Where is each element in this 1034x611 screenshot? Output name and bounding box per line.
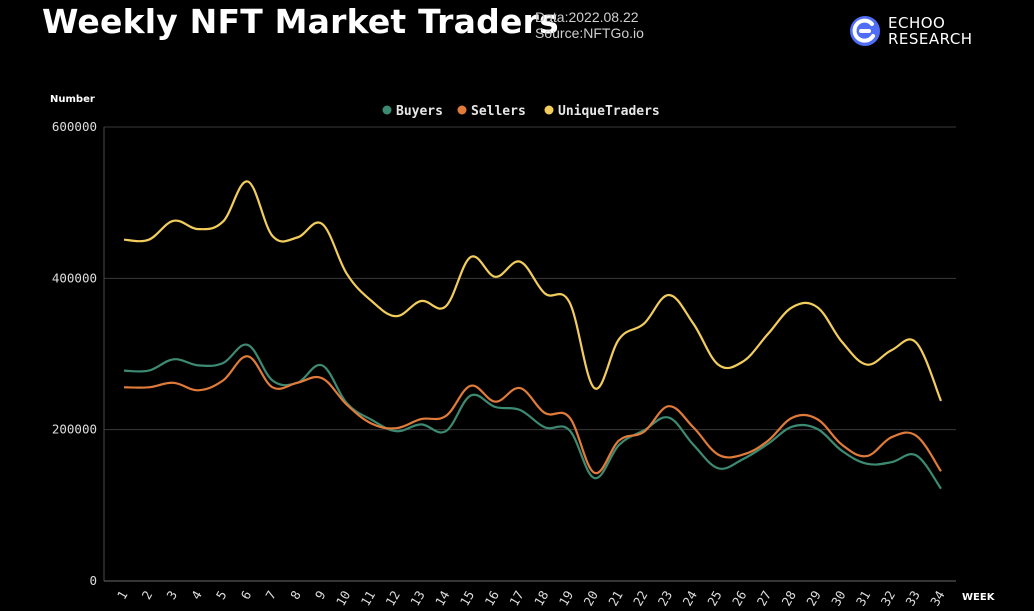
legend-item-uniquetraders[interactable]: UniqueTraders xyxy=(544,104,660,119)
x-tick-label: 2 xyxy=(139,588,156,602)
x-tick-label: 10 xyxy=(333,588,354,609)
x-tick-label: 12 xyxy=(382,588,403,609)
x-tick-label: 17 xyxy=(506,588,527,609)
series-line-buyers xyxy=(123,343,942,490)
x-tick-label: 15 xyxy=(457,588,478,609)
x-tick-label: 29 xyxy=(803,588,824,609)
logo-line1: ECHOO xyxy=(888,14,946,32)
x-tick-label: 11 xyxy=(358,588,379,609)
x-tick-label: 24 xyxy=(680,588,701,609)
x-tick-label: 28 xyxy=(779,588,800,609)
x-tick-label: 25 xyxy=(704,588,725,609)
y-tick-label: 600000 xyxy=(52,119,97,134)
x-tick-label: 9 xyxy=(312,588,329,602)
series-line-uniquetraders xyxy=(123,180,943,402)
series-buyers xyxy=(123,343,942,490)
y-tick-label: 400000 xyxy=(52,270,97,285)
legend-label: Sellers xyxy=(471,104,526,119)
legend-marker xyxy=(544,105,554,115)
x-tick-label: 3 xyxy=(163,588,180,602)
gridlines xyxy=(104,126,956,431)
x-tick-label: 14 xyxy=(432,588,453,609)
x-tick-label: 5 xyxy=(213,588,230,602)
x-tick-label: 7 xyxy=(262,588,279,602)
x-tick-label: 22 xyxy=(630,588,651,609)
x-tick-label: 4 xyxy=(188,588,205,602)
chart-title: Weekly NFT Market Traders xyxy=(42,2,559,41)
data-source: Source:NFTGo.io xyxy=(535,25,644,41)
x-tick-label: 18 xyxy=(531,588,552,609)
series-uniquetraders xyxy=(123,180,943,402)
x-tick-label: 30 xyxy=(828,588,849,609)
x-tick-label: 33 xyxy=(902,588,923,609)
legend-item-buyers[interactable]: Buyers xyxy=(382,104,443,119)
x-tick-label: 19 xyxy=(556,588,577,609)
x-tick-label: 20 xyxy=(580,588,601,609)
legend-marker xyxy=(457,105,467,115)
series-lines xyxy=(123,180,943,490)
x-tick-label: 27 xyxy=(754,588,775,609)
x-tick-label: 21 xyxy=(605,588,626,609)
logo-line2: RESEARCH xyxy=(888,30,973,48)
legend: Buyers Sellers UniqueTraders xyxy=(382,104,660,119)
echoo-research-logo: ECHOO RESEARCH xyxy=(848,14,973,48)
legend-marker xyxy=(382,105,392,115)
x-tick-label: 32 xyxy=(878,588,899,609)
series-sellers xyxy=(123,355,942,474)
x-tick-label: 16 xyxy=(481,588,502,609)
series-line-sellers xyxy=(123,355,942,474)
logo-text: ECHOO RESEARCH xyxy=(888,15,973,47)
x-tick-label: 8 xyxy=(287,588,304,602)
x-tick-label: 23 xyxy=(655,588,676,609)
x-tick-label: 13 xyxy=(407,588,428,609)
x-tick-label: 6 xyxy=(238,588,255,602)
legend-item-sellers[interactable]: Sellers xyxy=(457,104,526,119)
x-tick-label: 1 xyxy=(114,588,131,602)
y-tick-label: 0 xyxy=(89,573,97,588)
y-tick-label: 200000 xyxy=(52,422,97,437)
chart-meta: Data:2022.08.22 Source:NFTGo.io xyxy=(535,9,644,41)
legend-label: Buyers xyxy=(396,104,443,119)
echoo-logo-icon xyxy=(850,16,880,46)
x-tick-label: 26 xyxy=(729,588,750,609)
legend-label: UniqueTraders xyxy=(558,104,660,119)
x-tick-label: 34 xyxy=(927,588,948,609)
y-axis-title: Number xyxy=(50,94,95,105)
x-axis-title: WEEK xyxy=(962,592,996,603)
data-date: Data:2022.08.22 xyxy=(535,9,639,25)
x-tick-label: 31 xyxy=(853,588,874,609)
